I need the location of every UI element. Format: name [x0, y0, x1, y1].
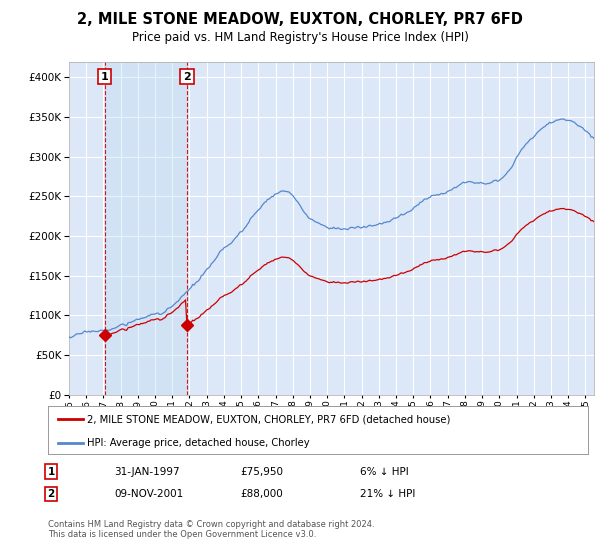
- Text: 2, MILE STONE MEADOW, EUXTON, CHORLEY, PR7 6FD (detached house): 2, MILE STONE MEADOW, EUXTON, CHORLEY, P…: [87, 414, 450, 424]
- Text: HPI: Average price, detached house, Chorley: HPI: Average price, detached house, Chor…: [87, 438, 310, 448]
- Text: 1: 1: [101, 72, 109, 82]
- Text: 09-NOV-2001: 09-NOV-2001: [114, 489, 183, 499]
- Text: 6% ↓ HPI: 6% ↓ HPI: [360, 466, 409, 477]
- Text: 1: 1: [47, 466, 55, 477]
- Text: Contains HM Land Registry data © Crown copyright and database right 2024.
This d: Contains HM Land Registry data © Crown c…: [48, 520, 374, 539]
- Bar: [105, 62, 187, 395]
- Text: 2: 2: [183, 72, 191, 82]
- Text: £88,000: £88,000: [240, 489, 283, 499]
- Text: 2, MILE STONE MEADOW, EUXTON, CHORLEY, PR7 6FD: 2, MILE STONE MEADOW, EUXTON, CHORLEY, P…: [77, 12, 523, 27]
- Text: Price paid vs. HM Land Registry's House Price Index (HPI): Price paid vs. HM Land Registry's House …: [131, 31, 469, 44]
- Text: 2: 2: [47, 489, 55, 499]
- Text: £75,950: £75,950: [240, 466, 283, 477]
- Text: 21% ↓ HPI: 21% ↓ HPI: [360, 489, 415, 499]
- Text: 31-JAN-1997: 31-JAN-1997: [114, 466, 179, 477]
